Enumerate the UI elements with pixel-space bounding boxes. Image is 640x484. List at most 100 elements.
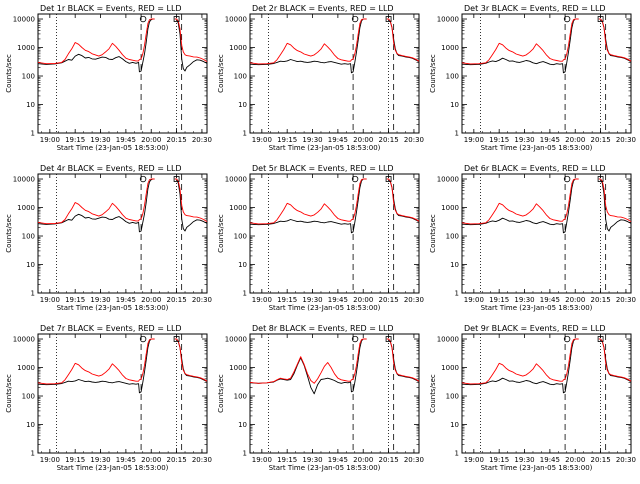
x-tick-label: 20:30 (192, 296, 212, 304)
saturation-marker (139, 175, 147, 183)
lld-series-line (386, 18, 420, 62)
y-axis-label: Counts/sec (217, 54, 225, 93)
x-tick-label: 20:15 (166, 136, 186, 144)
y-tick-label: 100 (22, 393, 35, 401)
panel-4: Det 4r BLACK = Events, RED = LLD 1 10 100 10… (5, 164, 212, 312)
saturation-marker (563, 335, 571, 343)
events-series-line (174, 18, 208, 72)
x-tick-label: 20:00 (565, 456, 585, 464)
panel-6: Det 6r BLACK = Events, RED = LLD 1 10 100 10… (429, 164, 636, 312)
lld-series-line (37, 338, 155, 385)
y-tick-label: 10000 (225, 176, 247, 184)
x-tick-label: 19:30 (302, 136, 322, 144)
events-series-line (249, 18, 367, 74)
saturation-marker (351, 15, 359, 23)
x-tick-label: 20:30 (192, 136, 212, 144)
plot-frame (461, 173, 632, 294)
x-tick-label: 20:15 (166, 296, 186, 304)
saturation-marker (563, 15, 571, 23)
events-series-line (174, 178, 208, 232)
y-tick-label: 1 (455, 450, 459, 458)
x-tick-label: 19:00 (40, 136, 60, 144)
x-tick-label: 20:00 (353, 136, 373, 144)
y-tick-label: 1 (455, 290, 459, 298)
x-axis-label: Start Time (23-Jan-05 18:53:00) (481, 304, 593, 312)
events-series-line (461, 18, 579, 74)
saturation-marker (385, 16, 392, 22)
plot-frame (461, 13, 632, 134)
y-tick-label: 100 (22, 233, 35, 241)
x-tick-label: 19:15 (277, 456, 297, 464)
lld-series-line (174, 338, 208, 382)
panel-title: Det 5r BLACK = Events, RED = LLD (252, 164, 394, 173)
x-tick-label: 19:30 (302, 296, 322, 304)
y-tick-label: 10000 (13, 176, 35, 184)
saturation-marker (139, 15, 147, 23)
panel-title: Det 9r BLACK = Events, RED = LLD (464, 324, 606, 333)
panel-7: Det 7r BLACK = Events, RED = LLD 1 10 100 10… (5, 324, 212, 472)
x-tick-label: 19:45 (540, 296, 560, 304)
y-tick-label: 1000 (17, 364, 35, 372)
y-axis-label: Counts/sec (429, 214, 437, 253)
y-tick-label: 1000 (229, 44, 247, 52)
x-tick-label: 19:45 (328, 136, 348, 144)
x-tick-label: 20:30 (616, 456, 636, 464)
panel-title: Det 1r BLACK = Events, RED = LLD (40, 4, 182, 13)
x-tick-label: 19:00 (464, 136, 484, 144)
lld-series-line (174, 18, 208, 62)
y-tick-label: 100 (446, 73, 459, 81)
lld-series-line (598, 18, 632, 62)
saturation-marker (173, 16, 180, 22)
plot-frame (249, 13, 420, 134)
y-tick-label: 1000 (229, 364, 247, 372)
x-tick-label: 20:15 (590, 296, 610, 304)
saturation-marker (173, 176, 180, 182)
panel-title: Det 2r BLACK = Events, RED = LLD (252, 4, 394, 13)
y-tick-label: 1 (243, 290, 247, 298)
x-tick-label: 19:15 (489, 296, 509, 304)
x-axis-label: Start Time (23-Jan-05 18:53:00) (57, 304, 169, 312)
panel-title: Det 6r BLACK = Events, RED = LLD (464, 164, 606, 173)
x-tick-label: 19:30 (302, 456, 322, 464)
saturation-marker (139, 335, 147, 343)
y-tick-label: 1 (243, 130, 247, 138)
x-tick-label: 19:15 (65, 456, 85, 464)
panel-9: Det 9r BLACK = Events, RED = LLD 1 10 100 10… (429, 324, 636, 472)
events-series-line (249, 178, 367, 234)
x-tick-label: 20:00 (141, 136, 161, 144)
saturation-marker (385, 176, 392, 182)
y-tick-label: 10000 (437, 336, 459, 344)
lld-series-line (598, 338, 632, 382)
y-tick-label: 10 (450, 261, 459, 269)
x-tick-label: 19:45 (116, 456, 136, 464)
x-tick-label: 19:00 (464, 456, 484, 464)
plot-frame (37, 333, 208, 454)
saturation-marker (173, 336, 180, 342)
lld-series-line (249, 18, 367, 65)
events-series-line (37, 178, 155, 233)
x-tick-label: 20:30 (192, 456, 212, 464)
plot-frame (461, 333, 632, 454)
x-tick-label: 20:15 (590, 136, 610, 144)
y-tick-label: 10 (450, 101, 459, 109)
x-tick-label: 19:30 (90, 136, 110, 144)
x-tick-label: 20:15 (378, 136, 398, 144)
y-axis-label: Counts/sec (5, 214, 13, 253)
x-tick-label: 19:45 (328, 296, 348, 304)
lld-series-line (37, 178, 155, 225)
y-tick-label: 1000 (441, 44, 459, 52)
lld-series-line (386, 178, 420, 222)
panel-3: Det 3r BLACK = Events, RED = LLD 1 10 100 10… (429, 4, 636, 152)
x-tick-label: 20:00 (353, 296, 373, 304)
y-tick-label: 10000 (225, 336, 247, 344)
y-tick-label: 10000 (13, 336, 35, 344)
x-tick-label: 20:00 (141, 456, 161, 464)
x-tick-label: 19:00 (464, 296, 484, 304)
plot-frame (37, 173, 208, 294)
x-tick-label: 20:00 (565, 296, 585, 304)
y-tick-label: 1000 (17, 44, 35, 52)
x-tick-label: 19:15 (277, 296, 297, 304)
x-tick-label: 20:30 (404, 136, 424, 144)
y-tick-label: 100 (446, 233, 459, 241)
x-tick-label: 19:15 (489, 456, 509, 464)
